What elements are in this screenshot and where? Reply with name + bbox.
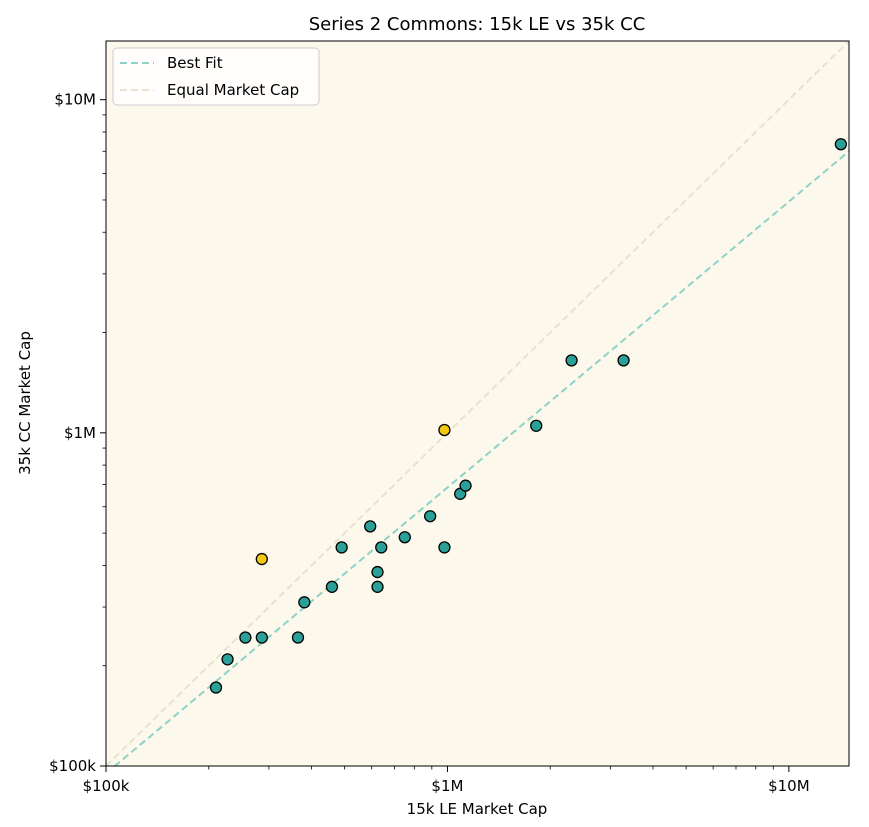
legend-label-equal-market-cap: Equal Market Cap: [167, 81, 299, 99]
data-point: [424, 510, 437, 523]
data-point: [459, 479, 472, 492]
legend-box: [112, 47, 320, 106]
data-point: [325, 580, 339, 593]
data-point: [834, 138, 848, 151]
data-point: [438, 423, 451, 437]
axis-ticks: $100k $1M $10M $100k $1M $10M: [49, 91, 810, 795]
data-point: [255, 631, 268, 644]
data-point: [398, 531, 411, 544]
data-point: [438, 541, 451, 554]
data-point: [291, 631, 305, 644]
data-point: [298, 596, 311, 609]
data-point: [364, 520, 377, 533]
y-tick-label: $10M: [54, 91, 96, 109]
x-tick-label: $1M: [431, 777, 463, 795]
legend: Best Fit Equal Market Cap: [112, 47, 320, 106]
y-axis-label: 35k CC Market Cap: [16, 331, 34, 475]
data-points: [209, 138, 848, 694]
x-tick-label: $10M: [768, 777, 810, 795]
data-point: [371, 580, 384, 593]
y-tick-label: $1M: [64, 424, 96, 442]
data-point: [255, 552, 268, 566]
x-tick-label: $100k: [83, 777, 130, 795]
plot-frame: [105, 40, 850, 767]
chart-title: Series 2 Commons: 15k LE vs 35k CC: [309, 14, 646, 35]
reference-lines: [106, 41, 849, 766]
best-fit-line: [113, 150, 849, 766]
data-point: [209, 681, 223, 694]
data-point: [221, 653, 234, 666]
data-point: [239, 631, 252, 644]
data-point: [530, 419, 543, 432]
y-tick-label: $100k: [49, 757, 96, 775]
equal-market-cap-line: [106, 41, 849, 766]
x-axis-label: 15k LE Market Cap: [407, 800, 548, 818]
legend-label-best-fit: Best Fit: [167, 54, 223, 72]
data-point: [565, 354, 578, 367]
data-point: [375, 541, 388, 554]
data-point: [371, 565, 384, 579]
data-point: [335, 541, 348, 554]
data-point: [617, 354, 630, 367]
